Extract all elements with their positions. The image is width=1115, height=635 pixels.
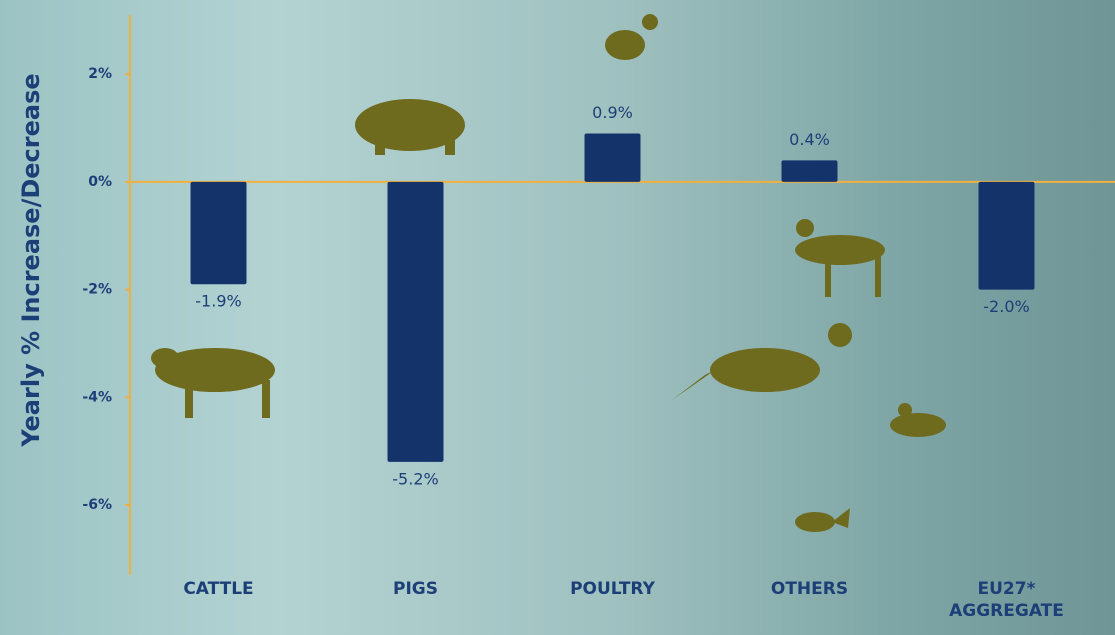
y-tick-label: -2% xyxy=(82,282,112,298)
x-tick-label: POULTRY xyxy=(570,579,655,599)
bar xyxy=(978,181,1035,290)
value-label: -1.9% xyxy=(195,292,241,311)
x-tick-label: CATTLE xyxy=(183,579,254,599)
bar xyxy=(387,181,444,462)
y-tick-label: 2% xyxy=(88,66,112,82)
x-tick-label: PIGS xyxy=(393,579,438,599)
bar xyxy=(781,160,838,182)
value-label: -2.0% xyxy=(983,297,1029,316)
y-tick-label: -6% xyxy=(82,497,112,513)
bar xyxy=(190,181,247,285)
bar xyxy=(584,133,641,182)
y-axis-label: Yearly % Increase/Decrease xyxy=(17,73,45,447)
y-tick-label: -4% xyxy=(82,389,112,405)
x-tick-label: EU27* AGGREGATE xyxy=(949,579,1064,621)
value-label: 0.9% xyxy=(592,103,633,122)
x-tick-label: OTHERS xyxy=(770,579,849,599)
value-label: 0.4% xyxy=(789,130,830,149)
y-tick-label: 0% xyxy=(88,174,112,190)
value-label: -5.2% xyxy=(392,469,438,488)
decoration xyxy=(151,14,946,532)
